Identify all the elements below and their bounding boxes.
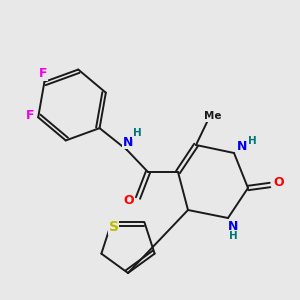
Text: O: O	[124, 194, 134, 206]
Text: H: H	[229, 231, 237, 241]
Text: H: H	[248, 136, 256, 146]
Text: H: H	[133, 128, 141, 138]
Text: Me: Me	[204, 111, 222, 121]
Text: F: F	[39, 68, 48, 80]
Text: O: O	[274, 176, 284, 190]
Text: F: F	[26, 109, 34, 122]
Text: N: N	[228, 220, 238, 232]
Text: N: N	[123, 136, 133, 148]
Text: S: S	[109, 220, 118, 234]
Text: N: N	[237, 140, 247, 154]
